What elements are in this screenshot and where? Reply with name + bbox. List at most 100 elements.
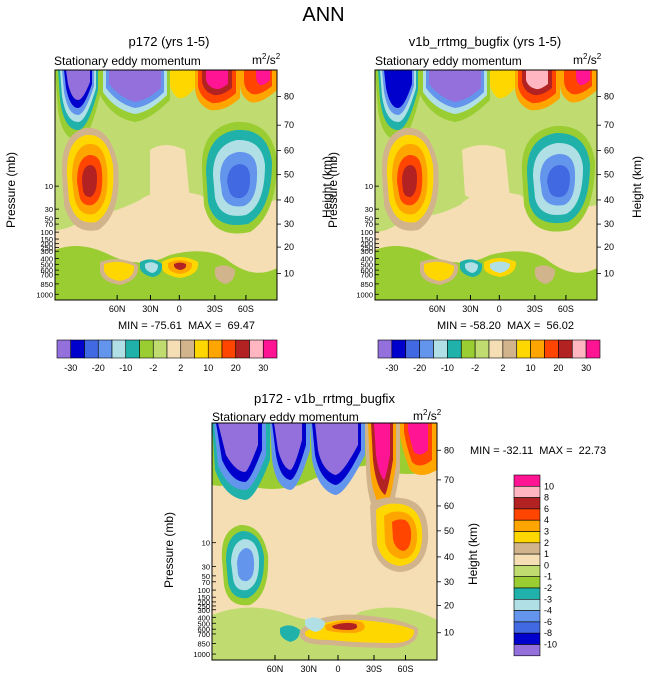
panel3-title: p172 - v1b_rrtmg_bugfix <box>254 391 395 406</box>
colorbar-label: -10 <box>119 363 132 373</box>
colorbar-label: -2 <box>471 363 479 373</box>
y-tick-right-label: 20 <box>444 600 454 610</box>
y-tick-right-label: 70 <box>284 120 294 130</box>
colorbar-label: -30 <box>64 363 77 373</box>
y-tick-label: 200 <box>197 598 210 607</box>
panel2-title: v1b_rrtmg_bugfix (yrs 1-5) <box>408 34 562 49</box>
colorbar-box <box>460 339 476 359</box>
colorbar-label: -10 <box>441 363 454 373</box>
x-tick-label: 60S <box>558 304 574 314</box>
colorbar-box <box>419 339 434 359</box>
colorbar-label: 20 <box>553 363 563 373</box>
y-tick-label: 100 <box>197 586 210 595</box>
y-tick-right-label: 10 <box>604 269 614 279</box>
x-tick-label: 30S <box>366 664 382 674</box>
colorbar-box <box>405 339 420 359</box>
y-tick-right-label: 60 <box>604 146 614 156</box>
y-tick-label: 200 <box>360 240 373 249</box>
y-tick-right-label: 10 <box>444 628 454 638</box>
colorbar-box <box>513 474 541 487</box>
y-tick-label: 50 <box>45 214 53 223</box>
panel1-units: m2/s2 <box>252 52 281 67</box>
y-tick-label: 150 <box>197 593 210 602</box>
panel3-frame <box>211 422 438 661</box>
colorbar-box <box>139 339 154 359</box>
colorbar-label: 30 <box>258 363 268 373</box>
y-tick-label: 500 <box>40 260 53 269</box>
y-tick-label: 250 <box>40 244 53 253</box>
y-tick-right-label: 60 <box>444 501 454 511</box>
y-tick-label: 850 <box>40 280 53 289</box>
y-tick-right-label: 30 <box>444 577 454 587</box>
colorbar-box <box>262 339 278 359</box>
colorbar-box <box>513 519 541 532</box>
colorbar-label: -30 <box>385 363 398 373</box>
panel3-field-label: Stationary eddy momentum <box>212 410 359 424</box>
y-tick-label: 600 <box>40 266 53 275</box>
colorbar-label: 10 <box>526 363 536 373</box>
y-tick-right-label: 20 <box>284 242 294 252</box>
colorbar-box <box>513 485 541 498</box>
y-tick-label: 50 <box>365 214 373 223</box>
y-tick-label: 500 <box>197 619 210 628</box>
y-tick-label: 300 <box>40 247 53 256</box>
y-tick-label: 200 <box>40 240 53 249</box>
y-tick-label: 70 <box>45 220 53 229</box>
colorbar-label: -20 <box>413 363 426 373</box>
panel1-minmax: MIN = -75.61 MAX = 69.47 <box>118 320 255 332</box>
x-tick-label: 60N <box>429 304 446 314</box>
y-tick-right-label: 70 <box>604 120 614 130</box>
y-tick-right-label: 50 <box>284 170 294 180</box>
y-tick-label: 70 <box>202 578 210 587</box>
panel1-frame <box>54 69 278 301</box>
panel3-axes: 60N 30N 0 30S 60S103050701001502002503004005… <box>193 445 454 674</box>
colorbar-box <box>513 553 541 566</box>
y-tick-right-label: 50 <box>444 526 454 536</box>
colorbar-label: -2 <box>149 363 157 373</box>
colorbar-box <box>488 339 504 359</box>
colorbar-box <box>513 542 541 555</box>
colorbar-box <box>70 339 85 359</box>
y-tick-label: 150 <box>40 235 53 244</box>
colorbar-label: -6 <box>544 617 552 627</box>
y-tick-label: 10 <box>45 182 53 191</box>
y-tick-label: 10 <box>365 182 373 191</box>
y-tick-label: 600 <box>360 266 373 275</box>
colorbar-label: 2 <box>178 363 183 373</box>
colorbar-box <box>513 576 541 589</box>
x-tick-label: 30N <box>462 304 479 314</box>
colorbar-box <box>513 497 541 510</box>
y-tick-label: 400 <box>360 255 373 264</box>
colorbar-label: -10 <box>544 640 557 650</box>
colorbar-box <box>391 339 407 359</box>
y-tick-right-label: 10 <box>284 269 294 279</box>
colorbar-label: 0 <box>544 560 549 570</box>
colorbar-box <box>585 339 601 359</box>
colorbar-box <box>513 644 541 657</box>
colorbar-box <box>513 621 541 634</box>
y-tick-right-label: 40 <box>444 552 454 562</box>
colorbar-label: -20 <box>92 363 105 373</box>
colorbar-label: 2 <box>500 363 505 373</box>
colorbar-label: 20 <box>231 363 241 373</box>
y-tick-right-label: 30 <box>284 219 294 229</box>
panel3-minmax: MIN = -32.11 MAX = 22.73 <box>470 445 607 457</box>
panel2-contour-field <box>375 70 597 300</box>
colorbar-box <box>558 339 573 359</box>
colorbar-box <box>513 531 541 544</box>
colorbar-label: 10 <box>203 363 213 373</box>
colorbar-label: -1 <box>544 572 552 582</box>
colorbar-box <box>125 339 140 359</box>
panel2-ylabel: Pressure (mb) <box>326 151 340 228</box>
panel2-axes: 60N 30N 0 30S 60S103050701001502002503004005… <box>356 91 614 314</box>
colorbar-box <box>513 508 541 521</box>
y-tick-right-label: 50 <box>604 170 614 180</box>
colorbar-label: -3 <box>544 594 552 604</box>
y-tick-label: 30 <box>202 562 210 571</box>
y-tick-label: 1000 <box>356 290 373 299</box>
panel2-frame <box>374 69 598 301</box>
y-tick-label: 1000 <box>193 650 210 659</box>
panel2-minmax: MIN = -58.20 MAX = 56.02 <box>437 320 574 332</box>
y-tick-label: 300 <box>360 247 373 256</box>
y-tick-label: 700 <box>360 271 373 280</box>
